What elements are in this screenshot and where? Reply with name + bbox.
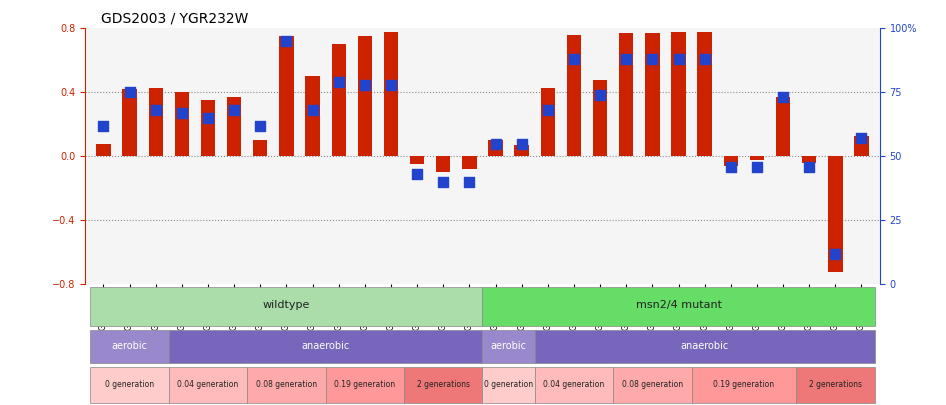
FancyBboxPatch shape [247, 367, 325, 403]
Text: wildtype: wildtype [263, 301, 310, 310]
Point [227, 107, 242, 113]
Text: 0.08 generation: 0.08 generation [622, 379, 683, 388]
Point [436, 179, 451, 185]
Bar [802, 156, 816, 163]
Bar [828, 156, 843, 271]
Point [540, 107, 555, 113]
Bar [358, 36, 372, 156]
FancyBboxPatch shape [692, 367, 797, 403]
Bar [854, 136, 868, 156]
Point [383, 81, 398, 88]
Bar [279, 36, 293, 156]
Point [854, 135, 869, 142]
Bar [619, 33, 634, 156]
Text: 0 generation: 0 generation [484, 379, 534, 388]
Text: aerobic: aerobic [112, 341, 148, 351]
Bar [776, 97, 790, 156]
Bar [96, 143, 111, 156]
Text: 0.19 generation: 0.19 generation [334, 379, 395, 388]
FancyBboxPatch shape [168, 367, 247, 403]
Point [174, 110, 189, 116]
FancyBboxPatch shape [482, 367, 534, 403]
Point [776, 94, 791, 101]
FancyBboxPatch shape [91, 367, 168, 403]
Text: 2 generations: 2 generations [809, 379, 862, 388]
Text: 0.19 generation: 0.19 generation [713, 379, 775, 388]
Bar [540, 87, 555, 156]
Bar [306, 77, 320, 156]
Bar [175, 92, 189, 156]
Bar [488, 141, 502, 156]
Bar [149, 87, 163, 156]
Text: 0.04 generation: 0.04 generation [543, 379, 604, 388]
Bar [436, 156, 450, 173]
Bar [593, 79, 607, 156]
FancyBboxPatch shape [534, 330, 874, 363]
Bar [201, 100, 215, 156]
Bar [463, 156, 477, 169]
FancyBboxPatch shape [325, 367, 404, 403]
Point [619, 56, 634, 62]
FancyBboxPatch shape [404, 367, 482, 403]
Point [514, 140, 529, 147]
Point [749, 163, 764, 170]
Point [671, 56, 686, 62]
Bar [750, 156, 764, 160]
Point [488, 140, 503, 147]
FancyBboxPatch shape [482, 286, 874, 326]
FancyBboxPatch shape [613, 367, 692, 403]
FancyBboxPatch shape [482, 330, 534, 363]
Bar [410, 156, 425, 164]
Bar [254, 141, 268, 156]
Point [567, 56, 582, 62]
Text: anaerobic: anaerobic [680, 341, 728, 351]
Bar [515, 145, 529, 156]
Text: GDS2003 / YGR232W: GDS2003 / YGR232W [101, 12, 249, 26]
Point [305, 107, 320, 113]
Point [96, 122, 111, 129]
Point [462, 179, 477, 185]
Point [724, 163, 739, 170]
Point [201, 115, 216, 121]
Point [645, 56, 660, 62]
Point [410, 171, 425, 177]
Text: 0 generation: 0 generation [105, 379, 154, 388]
Point [592, 92, 607, 98]
Text: msn2/4 mutant: msn2/4 mutant [636, 301, 722, 310]
FancyBboxPatch shape [91, 330, 168, 363]
Bar [724, 156, 738, 166]
Point [358, 81, 373, 88]
Point [697, 56, 712, 62]
FancyBboxPatch shape [91, 286, 482, 326]
Text: 0.08 generation: 0.08 generation [255, 379, 317, 388]
Bar [227, 97, 241, 156]
Text: anaerobic: anaerobic [302, 341, 350, 351]
Bar [384, 32, 398, 156]
Text: 0.04 generation: 0.04 generation [177, 379, 238, 388]
Text: aerobic: aerobic [491, 341, 527, 351]
Bar [567, 35, 581, 156]
Bar [672, 32, 686, 156]
Point [149, 107, 164, 113]
FancyBboxPatch shape [168, 330, 482, 363]
Point [828, 250, 843, 257]
Bar [697, 32, 711, 156]
Point [331, 79, 346, 85]
Text: 2 generations: 2 generations [417, 379, 470, 388]
Bar [331, 45, 346, 156]
Text: time: time [0, 404, 1, 405]
FancyBboxPatch shape [797, 367, 874, 403]
Point [253, 122, 268, 129]
Bar [645, 33, 659, 156]
Point [122, 89, 137, 96]
Point [279, 38, 294, 45]
Text: protocol: protocol [0, 404, 1, 405]
Text: genotype/variation: genotype/variation [0, 404, 1, 405]
FancyBboxPatch shape [534, 367, 613, 403]
Bar [122, 89, 137, 156]
Point [801, 163, 816, 170]
